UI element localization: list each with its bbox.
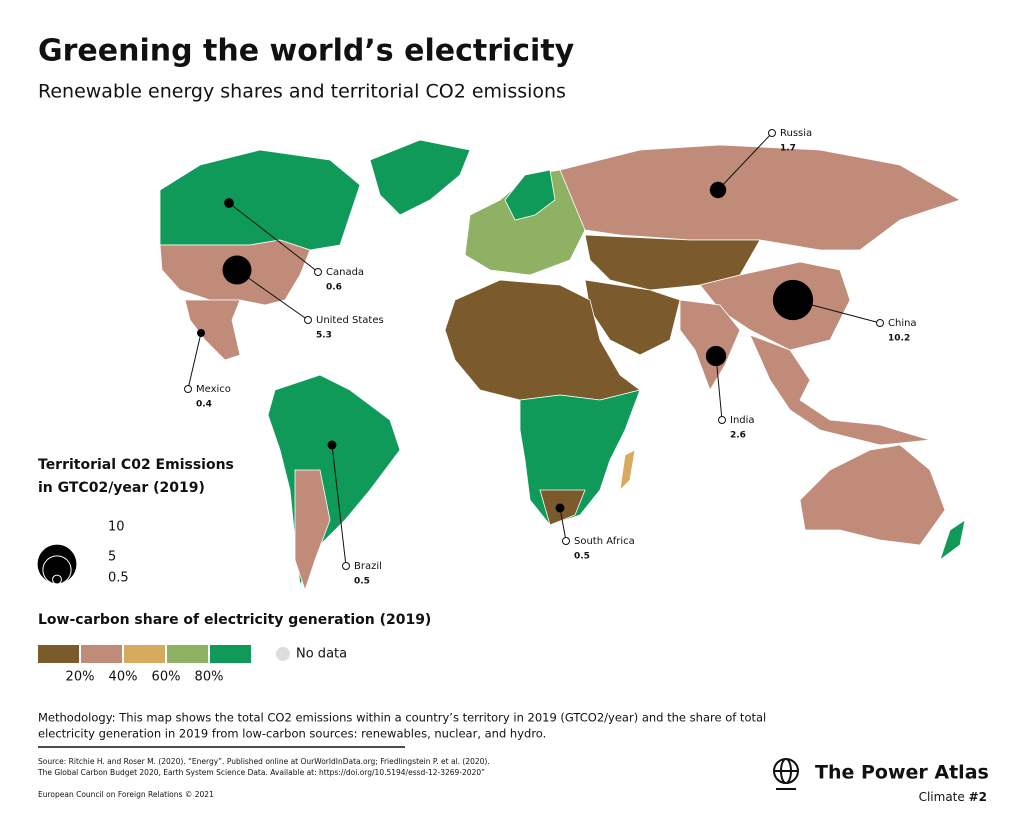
brand: The Power Atlas <box>815 762 989 784</box>
color-tick-label: 20% <box>66 670 95 685</box>
bubble <box>772 279 814 321</box>
size-legend-title: in GTC02/year (2019) <box>38 480 205 496</box>
label-anchor <box>184 385 192 393</box>
country-value: 5.3 <box>316 331 332 341</box>
label-anchor <box>314 268 322 276</box>
methodology: Methodology: This map shows the total CO… <box>38 711 766 725</box>
south-america <box>267 374 401 587</box>
new-zealand <box>939 519 966 562</box>
copyright: European Council on Foreign Relations © … <box>38 790 214 799</box>
country-value: 0.6 <box>326 283 342 293</box>
label-anchor <box>876 319 884 327</box>
mexico <box>184 299 241 361</box>
leader-line <box>228 202 319 273</box>
bubble <box>555 503 565 513</box>
source: The Global Carbon Budget 2020, Earth Sys… <box>37 768 485 777</box>
size-legend-label: 0.5 <box>108 571 129 586</box>
bubble <box>705 345 727 367</box>
country-label: South Africa <box>574 536 635 547</box>
label-anchor <box>342 562 350 570</box>
canada <box>159 149 361 251</box>
color-tick-label: 80% <box>195 670 224 685</box>
country-label: Russia <box>780 128 812 139</box>
label-anchor <box>768 129 776 137</box>
no-data-label: No data <box>296 647 347 662</box>
india <box>679 299 741 391</box>
size-legend-label: 10 <box>108 520 125 535</box>
methodology: electricity generation in 2019 from low-… <box>38 727 546 741</box>
color-legend: 20% 40% 60% 80% <box>38 645 251 685</box>
country-label: United States <box>316 315 384 326</box>
color-swatch <box>81 645 122 663</box>
leader-line <box>187 332 202 390</box>
issue: Climate #2 <box>919 790 987 804</box>
country-value: 0.5 <box>574 552 590 562</box>
color-swatch <box>124 645 165 663</box>
country-label: China <box>888 318 917 329</box>
bubble <box>327 440 337 450</box>
scandinavia <box>504 169 556 221</box>
country-value: 10.2 <box>888 334 910 344</box>
country-label: Brazil <box>354 561 382 572</box>
subtitle: Renewable energy shares and territorial … <box>38 81 566 103</box>
country-value: 0.5 <box>354 577 370 587</box>
south-america-south <box>294 469 331 592</box>
madagascar <box>619 449 636 492</box>
bubble <box>709 181 727 199</box>
logo-icon <box>773 758 799 790</box>
greenland <box>369 139 471 216</box>
leader-line <box>717 132 773 191</box>
southeast-asia <box>749 334 931 446</box>
bubble <box>222 255 252 285</box>
source: Source: Ritchie H. and Roser M. (2020). … <box>38 757 490 766</box>
size-legend-label: 5 <box>108 550 116 565</box>
color-legend-title: Low-carbon share of electricity generati… <box>38 612 431 628</box>
color-tick-label: 40% <box>109 670 138 685</box>
leader-line <box>559 507 567 542</box>
africa-south <box>519 389 641 526</box>
size-legend-title: Territorial C02 Emissions <box>38 457 234 473</box>
color-swatch <box>167 645 208 663</box>
color-swatch <box>38 645 79 663</box>
australia <box>799 444 946 546</box>
country-value: 1.7 <box>780 144 796 154</box>
size-legend-circle <box>52 574 62 585</box>
number: #2 <box>969 790 987 804</box>
country-label: Canada <box>326 267 364 278</box>
leader-line <box>331 444 347 567</box>
emission-bubbles: Russia 1.7 Canada 0.6 United States 5.3 Mexico… <box>184 128 917 587</box>
country-label: Mexico <box>196 384 231 395</box>
country-value: 0.4 <box>196 400 212 410</box>
label-anchor <box>304 316 312 324</box>
country-value: 2.6 <box>730 431 746 441</box>
color-swatch <box>210 645 251 663</box>
color-tick-label: 60% <box>152 670 181 685</box>
bubble <box>197 329 205 337</box>
country-label: India <box>730 415 755 426</box>
title: Greening the world’s electricity <box>38 34 575 69</box>
size-legend: 10 5 0.5 <box>36 520 129 586</box>
no-data-swatch <box>276 647 290 661</box>
leader-line <box>715 355 723 421</box>
bubble <box>224 198 234 208</box>
label-anchor <box>562 537 570 545</box>
series: Climate <box>919 790 965 804</box>
russia <box>559 144 961 251</box>
label-anchor <box>718 416 726 424</box>
